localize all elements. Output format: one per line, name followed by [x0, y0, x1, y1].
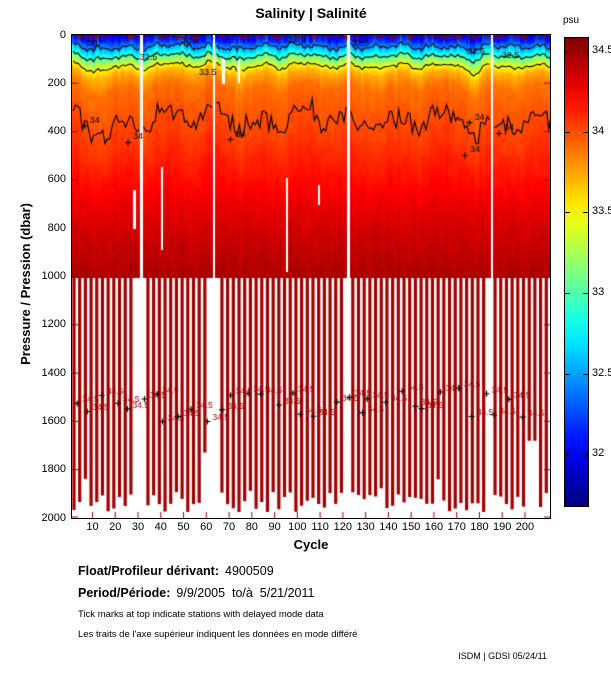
colorbar-tick: [583, 51, 588, 52]
x-tick-label: 100: [288, 521, 307, 533]
x-tick-label: 150: [401, 521, 421, 533]
float-id-value: 4900509: [225, 564, 274, 578]
colorbar-tick: [565, 132, 570, 133]
colorbar-tick-label: 34: [592, 124, 605, 137]
x-tick-label: 170: [447, 521, 466, 533]
x-tick-label: 140: [379, 521, 398, 533]
colorbar-tick-label: 34.5: [592, 43, 611, 56]
x-tick-label: 40: [154, 521, 167, 533]
plot-title: Salinity | Salinité: [255, 5, 367, 21]
x-tick-label: 30: [131, 521, 145, 533]
x-tick-label: 180: [470, 521, 489, 533]
y-tick-label: 1000: [41, 270, 66, 282]
colorbar-tick-label: 32: [592, 447, 605, 460]
x-tick-label: 110: [311, 521, 329, 533]
colorbar-tick: [583, 132, 588, 133]
colorbar-tick: [565, 212, 570, 213]
x-tick-label: 20: [109, 521, 122, 533]
colorbar: [564, 37, 589, 507]
colorbar-tick: [565, 51, 570, 52]
y-tick-label: 0: [59, 28, 66, 41]
note-fr: Les traits de l'axe supérieur indiquent …: [78, 629, 358, 640]
y-tick-label: 400: [47, 125, 66, 138]
float-id-label: Float/Profileur dérivant:: [78, 564, 219, 578]
x-tick-label: 120: [333, 521, 353, 533]
y-tick-label: 1600: [41, 414, 66, 427]
note-en: Tick marks at top indicate stations with…: [78, 609, 324, 620]
x-tick-label: 90: [268, 521, 281, 533]
period-value: 9/9/2005 to/à 5/21/2011: [176, 586, 315, 600]
period-line: Period/Période: 9/9/2005 to/à 5/21/2011: [78, 586, 314, 600]
x-tick-label: 60: [200, 521, 213, 533]
y-tick-label: 1200: [41, 318, 66, 331]
colorbar-tick-label: 33: [592, 285, 605, 298]
x-tick-label: 130: [356, 521, 375, 533]
y-tick-label: 1800: [41, 463, 66, 476]
x-tick-label: 160: [424, 521, 444, 533]
x-tick-label: 70: [222, 521, 236, 533]
colorbar-tick-label: 32.5: [592, 366, 611, 379]
y-tick-label: 600: [47, 173, 66, 186]
colorbar-tick: [565, 454, 570, 455]
credit-line: ISDM | GDSI 05/24/11: [458, 651, 547, 661]
x-tick-label: 10: [86, 521, 99, 533]
y-tick-label: 2000: [41, 511, 66, 524]
y-tick-label: 800: [47, 221, 66, 234]
colorbar-tick: [583, 374, 588, 375]
x-tick-label: 200: [515, 521, 535, 533]
colorbar-tick: [583, 212, 588, 213]
colorbar-tick: [583, 454, 588, 455]
x-tick-label: 80: [245, 521, 258, 533]
colorbar-tick: [565, 293, 570, 294]
x-tick-label: 190: [493, 521, 512, 533]
y-tick-label: 200: [47, 76, 66, 89]
colorbar-tick-label: 33.5: [592, 205, 611, 218]
y-tick-label: 1400: [41, 366, 66, 379]
x-axis-label: Cycle: [293, 537, 329, 552]
colorbar-tick: [565, 374, 570, 375]
float-id-line: Float/Profileur dérivant: 4900509: [78, 564, 274, 578]
x-tick-label: 50: [177, 521, 190, 533]
colorbar-unit-label: psu: [563, 15, 580, 26]
colorbar-tick: [583, 293, 588, 294]
period-label: Period/Période:: [78, 586, 171, 600]
heatmap-canvas: [72, 35, 550, 518]
plot-area: [71, 34, 551, 519]
